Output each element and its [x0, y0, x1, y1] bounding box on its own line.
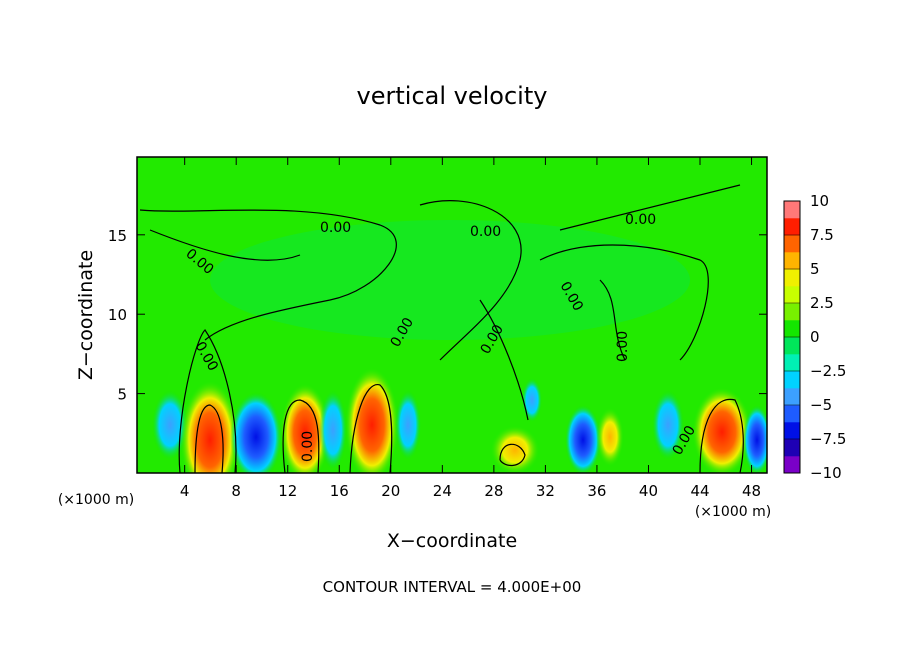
y-tick-label: 15	[108, 227, 127, 245]
x-tick-label: 24	[433, 482, 452, 500]
x-axis-label: X−coordinate	[387, 530, 517, 552]
x-tick-label: 12	[278, 482, 297, 500]
colorbar-band	[784, 439, 800, 457]
footer-note: CONTOUR INTERVAL = 4.000E+00	[323, 578, 582, 596]
x-tick-label: 16	[330, 482, 349, 500]
colorbar-band	[784, 456, 800, 474]
x-tick-label: 20	[381, 482, 400, 500]
colorbar-band	[784, 320, 800, 338]
x-tick-label: 40	[639, 482, 658, 500]
colorbar-band	[784, 235, 800, 253]
colorbar-tick-label: 0	[810, 328, 820, 346]
colorbar-tick-label: 7.5	[810, 226, 834, 244]
colorbar-band	[784, 405, 800, 423]
plot-frame	[136, 156, 768, 474]
field	[137, 157, 767, 473]
y-tick-label: 10	[108, 306, 127, 324]
x-tick-label: 44	[690, 482, 709, 500]
colorbar-band	[784, 218, 800, 236]
x-unit-label: (×1000 m)	[58, 492, 134, 508]
contour-label: 0.00	[300, 431, 316, 462]
x-tick-label: 32	[536, 482, 555, 500]
x-tick-label: 28	[484, 482, 503, 500]
x-tick-label: 4	[180, 482, 190, 500]
colorbar-tick-label: 2.5	[810, 294, 834, 312]
colorbar-band	[784, 303, 800, 321]
x-tick-label: 36	[587, 482, 606, 500]
colorbar-band	[784, 388, 800, 406]
colorbar-band	[784, 422, 800, 440]
colorbar-tick-label: 5	[810, 260, 820, 278]
colorbar-band	[784, 354, 800, 372]
y-tick-label: 5	[117, 386, 127, 404]
colorbar-band	[784, 371, 800, 389]
colorbar-band	[784, 252, 800, 270]
chart-title: vertical velocity	[357, 82, 548, 110]
colorbar-tick-label: −2.5	[810, 362, 846, 380]
colorbar-band	[784, 286, 800, 304]
y-axis-label: Z−coordinate	[75, 250, 97, 380]
colorbar-tick-label: −10	[810, 464, 842, 482]
colorbar-tick-label: −7.5	[810, 430, 846, 448]
colorbar-tick-label: −5	[810, 396, 832, 414]
x-unit-label: (×1000 m)	[695, 504, 771, 520]
contour-label: 0.00	[625, 212, 656, 228]
colorbar-band	[784, 337, 800, 355]
x-tick-label: 8	[231, 482, 241, 500]
colorbar-band	[784, 269, 800, 287]
colorbar-tick-label: 10	[810, 192, 829, 210]
contour-label: 0.00	[615, 331, 631, 362]
contour-label: 0.00	[470, 224, 501, 240]
x-tick-label: 48	[742, 482, 761, 500]
contour-label: 0.00	[320, 220, 351, 236]
colorbar-band	[784, 201, 800, 219]
